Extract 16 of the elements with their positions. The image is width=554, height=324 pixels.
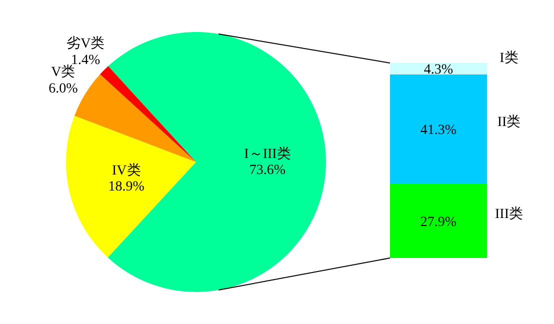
series-label: I类 xyxy=(500,50,518,66)
data-label: 6.0% xyxy=(48,81,78,96)
data-label: 73.6% xyxy=(249,163,286,178)
pie-slice xyxy=(100,66,196,162)
series-label: II类 xyxy=(497,114,521,130)
data-label: 4.3% xyxy=(424,62,454,78)
slice-label: 劣V类 xyxy=(66,36,105,52)
slice-label: IV类 xyxy=(112,162,141,178)
slice-label: V类 xyxy=(51,64,76,80)
pie-slice xyxy=(108,32,326,292)
pie-slice xyxy=(66,116,196,258)
data-label: 18.9% xyxy=(108,179,145,194)
data-label: 27.9% xyxy=(420,214,457,230)
slice-label: I～III类 xyxy=(244,146,291,162)
data-label: 41.3% xyxy=(420,123,457,138)
series-label: III类 xyxy=(495,206,523,222)
